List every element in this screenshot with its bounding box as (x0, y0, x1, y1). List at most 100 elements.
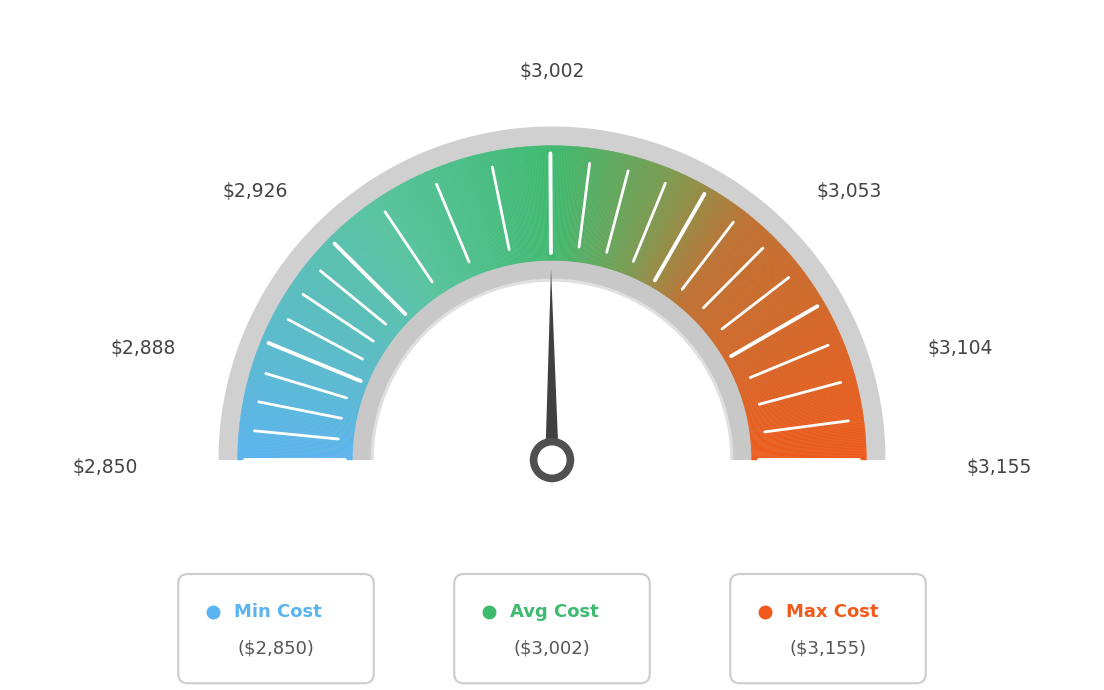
Polygon shape (729, 315, 831, 368)
Polygon shape (270, 319, 374, 371)
Polygon shape (329, 238, 411, 319)
Polygon shape (567, 147, 578, 262)
Polygon shape (749, 409, 862, 428)
Polygon shape (242, 406, 355, 426)
Polygon shape (622, 166, 664, 273)
Polygon shape (284, 295, 383, 356)
Polygon shape (751, 440, 866, 449)
Polygon shape (518, 148, 531, 262)
Polygon shape (649, 186, 707, 286)
Polygon shape (668, 204, 735, 298)
Polygon shape (250, 374, 360, 406)
Polygon shape (678, 216, 751, 306)
Polygon shape (609, 159, 645, 270)
Polygon shape (296, 277, 390, 344)
Polygon shape (532, 146, 541, 261)
Polygon shape (420, 174, 469, 279)
Polygon shape (450, 162, 488, 271)
Polygon shape (245, 390, 358, 417)
Polygon shape (331, 235, 413, 318)
Polygon shape (698, 246, 784, 325)
Polygon shape (259, 344, 367, 388)
Polygon shape (359, 210, 431, 302)
Polygon shape (585, 150, 606, 264)
Polygon shape (252, 364, 362, 400)
Polygon shape (416, 175, 467, 280)
Polygon shape (749, 411, 862, 430)
Polygon shape (473, 155, 502, 267)
Polygon shape (266, 328, 371, 377)
Polygon shape (710, 267, 802, 339)
Polygon shape (251, 371, 361, 404)
Polygon shape (328, 239, 411, 321)
Polygon shape (604, 157, 635, 268)
Polygon shape (350, 218, 425, 307)
Polygon shape (243, 401, 357, 424)
Polygon shape (438, 166, 480, 275)
Polygon shape (319, 247, 405, 326)
Polygon shape (241, 417, 354, 434)
Polygon shape (598, 155, 627, 266)
Polygon shape (746, 386, 858, 415)
Polygon shape (701, 252, 789, 329)
Polygon shape (309, 259, 399, 334)
Polygon shape (531, 146, 540, 261)
Polygon shape (268, 323, 372, 374)
Polygon shape (730, 319, 834, 371)
Polygon shape (280, 300, 381, 359)
Polygon shape (745, 380, 857, 411)
Polygon shape (721, 293, 819, 355)
Polygon shape (246, 385, 359, 413)
Polygon shape (581, 149, 599, 263)
Polygon shape (583, 150, 603, 264)
Polygon shape (541, 146, 545, 261)
Polygon shape (469, 157, 500, 268)
Polygon shape (633, 172, 680, 278)
Polygon shape (586, 150, 607, 264)
Polygon shape (719, 288, 816, 351)
Polygon shape (562, 146, 570, 261)
Polygon shape (681, 221, 757, 309)
Polygon shape (696, 242, 781, 323)
Polygon shape (332, 235, 413, 317)
Polygon shape (578, 148, 595, 262)
Polygon shape (340, 226, 418, 313)
Polygon shape (702, 253, 790, 330)
Circle shape (530, 437, 574, 482)
Polygon shape (744, 379, 856, 409)
Polygon shape (474, 155, 503, 267)
Polygon shape (639, 177, 690, 281)
Polygon shape (391, 190, 450, 289)
Polygon shape (258, 346, 367, 388)
Polygon shape (742, 366, 852, 402)
Polygon shape (751, 431, 866, 442)
Polygon shape (421, 173, 470, 279)
Polygon shape (660, 197, 724, 293)
Polygon shape (381, 195, 444, 293)
Polygon shape (484, 153, 510, 266)
Polygon shape (376, 198, 442, 295)
Polygon shape (396, 186, 454, 287)
Polygon shape (690, 233, 771, 317)
Polygon shape (683, 223, 760, 310)
Polygon shape (726, 308, 828, 365)
Polygon shape (572, 147, 585, 262)
Polygon shape (553, 146, 555, 261)
Polygon shape (539, 146, 544, 261)
Polygon shape (742, 364, 852, 400)
Polygon shape (338, 228, 417, 314)
Polygon shape (357, 213, 429, 304)
Polygon shape (733, 329, 838, 378)
Polygon shape (253, 362, 363, 398)
Polygon shape (428, 170, 475, 277)
Polygon shape (410, 179, 463, 282)
Polygon shape (746, 391, 859, 417)
Polygon shape (575, 148, 590, 262)
Polygon shape (516, 148, 530, 262)
Polygon shape (686, 226, 764, 313)
Polygon shape (711, 271, 805, 341)
Polygon shape (252, 366, 362, 402)
Polygon shape (348, 220, 423, 308)
Polygon shape (373, 201, 439, 296)
Polygon shape (708, 264, 798, 336)
